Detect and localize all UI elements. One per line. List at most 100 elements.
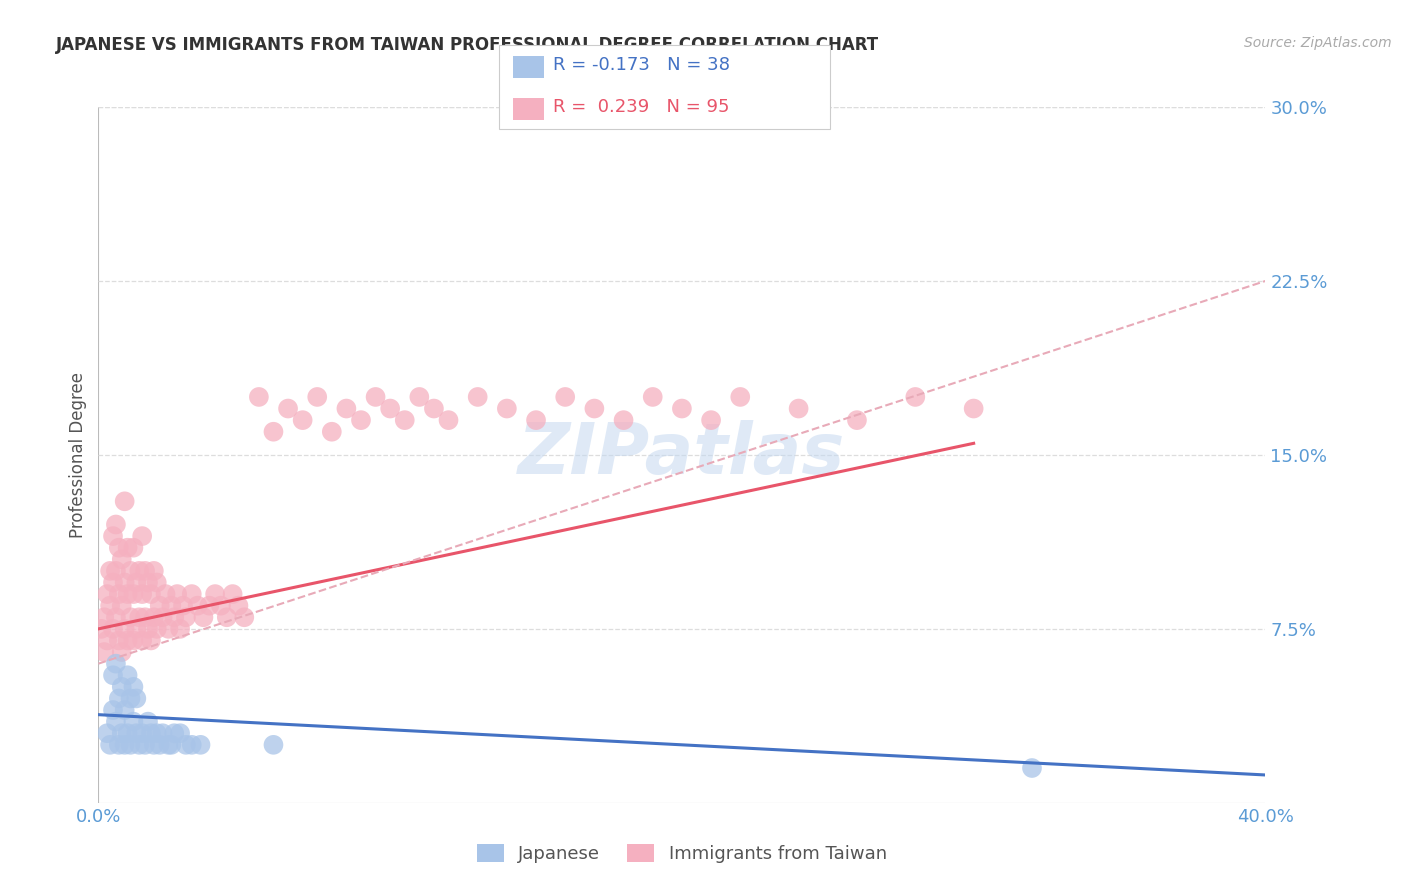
Point <box>612 413 634 427</box>
Point <box>228 599 250 613</box>
Point <box>139 633 162 648</box>
Point <box>128 610 150 624</box>
Point <box>125 575 148 590</box>
Point <box>152 610 174 624</box>
Point <box>193 610 215 624</box>
Point <box>155 587 177 601</box>
Point <box>101 703 124 717</box>
Point <box>120 610 142 624</box>
Point <box>787 401 810 416</box>
Point <box>321 425 343 439</box>
Text: R = -0.173   N = 38: R = -0.173 N = 38 <box>553 56 730 74</box>
Point <box>117 587 139 601</box>
Point <box>221 587 243 601</box>
Point <box>247 390 270 404</box>
Point <box>111 726 134 740</box>
Point <box>180 587 202 601</box>
Point <box>139 726 162 740</box>
Point <box>198 599 221 613</box>
Point <box>111 552 134 566</box>
Point <box>120 564 142 578</box>
Point <box>104 657 127 671</box>
Point <box>104 517 127 532</box>
Point <box>554 390 576 404</box>
Point <box>108 541 131 555</box>
Point <box>146 575 169 590</box>
Point <box>108 691 131 706</box>
Point <box>93 645 115 659</box>
Point <box>131 633 153 648</box>
Point <box>307 390 329 404</box>
Point <box>131 726 153 740</box>
Point <box>136 714 159 729</box>
Text: Source: ZipAtlas.com: Source: ZipAtlas.com <box>1244 36 1392 50</box>
Point <box>291 413 314 427</box>
Point <box>166 587 188 601</box>
Y-axis label: Professional Degree: Professional Degree <box>69 372 87 538</box>
Point <box>380 401 402 416</box>
Point <box>98 738 121 752</box>
Point <box>157 738 180 752</box>
Point <box>101 529 124 543</box>
Point <box>262 425 284 439</box>
Point <box>146 726 169 740</box>
Text: R =  0.239   N = 95: R = 0.239 N = 95 <box>553 98 730 116</box>
Point <box>146 622 169 636</box>
Point <box>335 401 357 416</box>
Point <box>111 645 134 659</box>
Text: JAPANESE VS IMMIGRANTS FROM TAIWAN PROFESSIONAL DEGREE CORRELATION CHART: JAPANESE VS IMMIGRANTS FROM TAIWAN PROFE… <box>56 36 879 54</box>
Point <box>209 599 232 613</box>
Point <box>114 575 136 590</box>
Point <box>174 738 197 752</box>
Point <box>496 401 519 416</box>
Point <box>467 390 489 404</box>
Point <box>846 413 869 427</box>
Point <box>904 390 927 404</box>
Point <box>114 494 136 508</box>
Point <box>114 703 136 717</box>
Legend: Japanese, Immigrants from Taiwan: Japanese, Immigrants from Taiwan <box>470 837 894 871</box>
Point <box>142 610 165 624</box>
Point <box>125 691 148 706</box>
Point <box>117 668 139 682</box>
Point <box>169 726 191 740</box>
Point <box>125 726 148 740</box>
Point <box>142 738 165 752</box>
Point <box>111 680 134 694</box>
Point <box>96 633 118 648</box>
Point <box>96 726 118 740</box>
Point <box>215 610 238 624</box>
Point <box>641 390 664 404</box>
Text: ZIPatlas: ZIPatlas <box>519 420 845 490</box>
Point <box>101 622 124 636</box>
Point <box>104 564 127 578</box>
Point <box>136 622 159 636</box>
Point <box>1021 761 1043 775</box>
Point <box>408 390 430 404</box>
Point <box>128 738 150 752</box>
Point <box>117 726 139 740</box>
Point <box>101 668 124 682</box>
Point <box>114 622 136 636</box>
Point <box>157 622 180 636</box>
Point <box>104 714 127 729</box>
Point <box>122 541 145 555</box>
Point <box>131 587 153 601</box>
Point <box>700 413 723 427</box>
Point <box>90 622 112 636</box>
Point <box>233 610 256 624</box>
Point <box>101 575 124 590</box>
Point <box>117 541 139 555</box>
Point <box>122 714 145 729</box>
Point <box>204 587 226 601</box>
Point <box>583 401 606 416</box>
Point <box>134 610 156 624</box>
Point <box>128 564 150 578</box>
Point <box>364 390 387 404</box>
Point <box>117 633 139 648</box>
Point <box>163 726 186 740</box>
Point <box>187 599 209 613</box>
Point <box>93 610 115 624</box>
Point <box>131 529 153 543</box>
Point <box>122 633 145 648</box>
